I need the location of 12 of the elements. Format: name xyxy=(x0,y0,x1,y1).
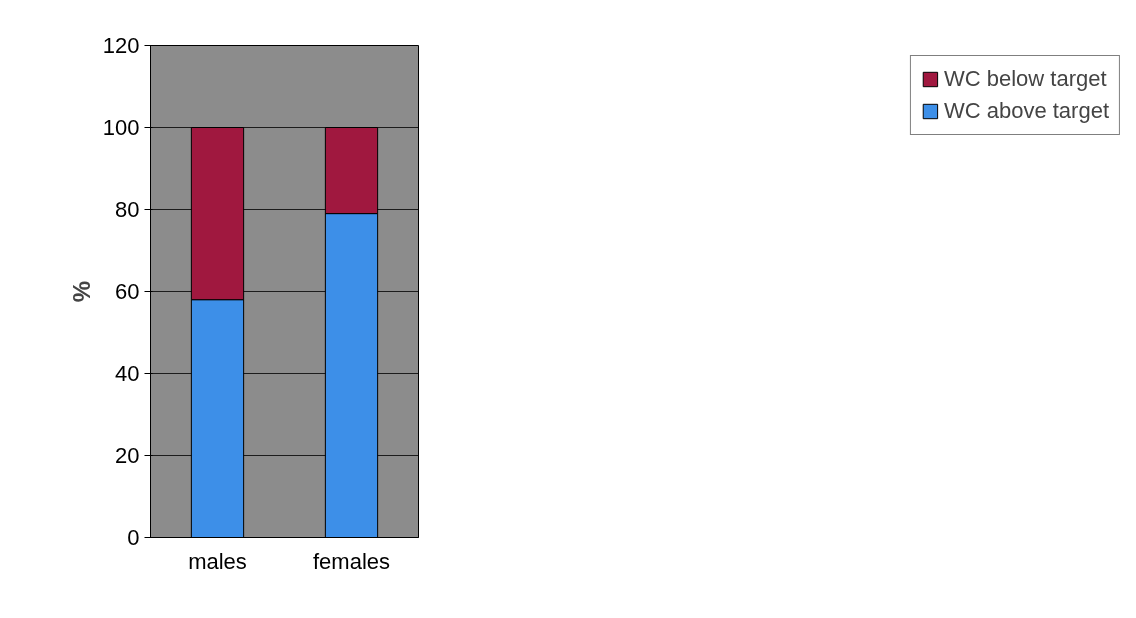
y-tick-label: 60 xyxy=(115,279,140,304)
legend-label: WC above target xyxy=(943,98,1109,124)
x-tick-label: females xyxy=(312,548,391,574)
y-axis-title: % xyxy=(67,280,95,303)
legend-label: WC below target xyxy=(943,66,1107,92)
y-tick-label: 100 xyxy=(102,115,140,140)
y-tick-label: 20 xyxy=(115,443,140,468)
x-tick-label: males xyxy=(188,548,247,574)
y-tick-label: 0 xyxy=(127,525,140,550)
y-tick-label: 40 xyxy=(115,361,140,386)
y-tick-label: 80 xyxy=(115,197,140,222)
y-tick-label: 120 xyxy=(102,33,140,58)
